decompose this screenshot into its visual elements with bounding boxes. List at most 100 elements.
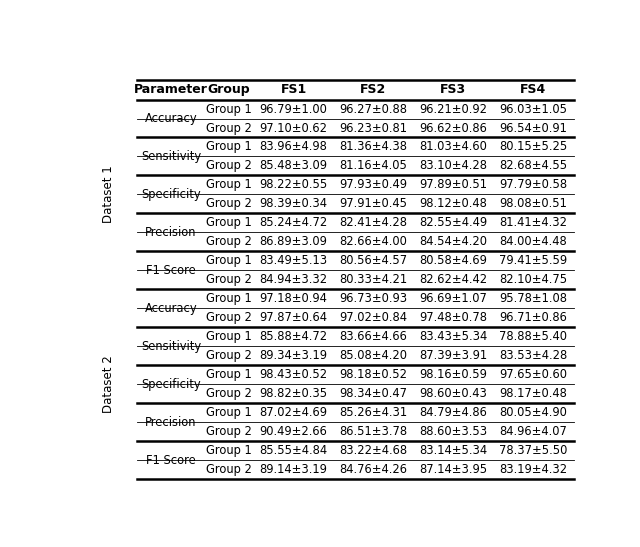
Text: Group: Group bbox=[208, 84, 250, 96]
Text: Dataset 1: Dataset 1 bbox=[102, 166, 115, 223]
Text: 83.19±4.32: 83.19±4.32 bbox=[499, 463, 568, 476]
Text: Group 1: Group 1 bbox=[206, 217, 252, 229]
Text: 97.93±0.49: 97.93±0.49 bbox=[339, 178, 408, 191]
Text: 84.00±4.48: 84.00±4.48 bbox=[499, 235, 567, 248]
Text: 84.54±4.20: 84.54±4.20 bbox=[419, 235, 487, 248]
Text: 98.39±0.34: 98.39±0.34 bbox=[259, 197, 328, 211]
Text: 82.66±4.00: 82.66±4.00 bbox=[339, 235, 407, 248]
Text: Group 1: Group 1 bbox=[206, 368, 252, 381]
Text: Group 2: Group 2 bbox=[206, 311, 252, 324]
Text: 97.87±0.64: 97.87±0.64 bbox=[259, 311, 328, 324]
Text: 89.14±3.19: 89.14±3.19 bbox=[260, 463, 328, 476]
Text: 96.23±0.81: 96.23±0.81 bbox=[339, 121, 408, 135]
Text: 83.22±4.68: 83.22±4.68 bbox=[339, 444, 408, 457]
Text: 98.12±0.48: 98.12±0.48 bbox=[419, 197, 487, 211]
Text: 86.51±3.78: 86.51±3.78 bbox=[339, 425, 408, 438]
Text: FS2: FS2 bbox=[360, 84, 387, 96]
Text: 84.79±4.86: 84.79±4.86 bbox=[419, 406, 487, 420]
Text: Specificity: Specificity bbox=[141, 188, 201, 201]
Text: 87.14±3.95: 87.14±3.95 bbox=[419, 463, 487, 476]
Text: FS3: FS3 bbox=[440, 84, 467, 96]
Text: Group 2: Group 2 bbox=[206, 235, 252, 248]
Text: Sensitivity: Sensitivity bbox=[141, 150, 201, 163]
Text: 85.26±4.31: 85.26±4.31 bbox=[339, 406, 408, 420]
Text: 80.58±4.69: 80.58±4.69 bbox=[419, 254, 487, 267]
Text: 96.27±0.88: 96.27±0.88 bbox=[339, 102, 408, 115]
Text: FS4: FS4 bbox=[520, 84, 547, 96]
Text: 78.88±5.40: 78.88±5.40 bbox=[499, 330, 568, 344]
Text: Group 1: Group 1 bbox=[206, 254, 252, 267]
Text: 96.69±1.07: 96.69±1.07 bbox=[419, 293, 487, 305]
Text: Group 2: Group 2 bbox=[206, 121, 252, 135]
Text: 82.55±4.49: 82.55±4.49 bbox=[419, 217, 487, 229]
Text: 83.53±4.28: 83.53±4.28 bbox=[499, 350, 568, 362]
Text: 97.91±0.45: 97.91±0.45 bbox=[339, 197, 408, 211]
Text: 97.79±0.58: 97.79±0.58 bbox=[499, 178, 568, 191]
Text: 97.10±0.62: 97.10±0.62 bbox=[259, 121, 328, 135]
Text: 80.56±4.57: 80.56±4.57 bbox=[339, 254, 408, 267]
Text: Dataset 2: Dataset 2 bbox=[102, 356, 115, 413]
Text: Group 1: Group 1 bbox=[206, 406, 252, 420]
Text: 87.39±3.91: 87.39±3.91 bbox=[419, 350, 487, 362]
Text: 80.15±5.25: 80.15±5.25 bbox=[499, 141, 568, 154]
Text: Group 1: Group 1 bbox=[206, 293, 252, 305]
Text: Precision: Precision bbox=[145, 226, 196, 239]
Text: 84.94±3.32: 84.94±3.32 bbox=[259, 274, 328, 287]
Text: 89.34±3.19: 89.34±3.19 bbox=[259, 350, 328, 362]
Text: 81.16±4.05: 81.16±4.05 bbox=[339, 160, 407, 172]
Text: Group 1: Group 1 bbox=[206, 444, 252, 457]
Text: 86.89±3.09: 86.89±3.09 bbox=[260, 235, 328, 248]
Text: F1 Score: F1 Score bbox=[146, 454, 196, 467]
Text: 97.18±0.94: 97.18±0.94 bbox=[260, 293, 328, 305]
Text: 83.96±4.98: 83.96±4.98 bbox=[260, 141, 328, 154]
Text: 85.88±4.72: 85.88±4.72 bbox=[259, 330, 328, 344]
Text: 97.65±0.60: 97.65±0.60 bbox=[499, 368, 568, 381]
Text: 96.62±0.86: 96.62±0.86 bbox=[419, 121, 487, 135]
Text: 95.78±1.08: 95.78±1.08 bbox=[499, 293, 568, 305]
Text: F1 Score: F1 Score bbox=[146, 264, 196, 277]
Text: 79.41±5.59: 79.41±5.59 bbox=[499, 254, 568, 267]
Text: 96.71±0.86: 96.71±0.86 bbox=[499, 311, 567, 324]
Text: Group 2: Group 2 bbox=[206, 387, 252, 400]
Text: 81.41±4.32: 81.41±4.32 bbox=[499, 217, 568, 229]
Text: 88.60±3.53: 88.60±3.53 bbox=[419, 425, 487, 438]
Text: 85.24±4.72: 85.24±4.72 bbox=[259, 217, 328, 229]
Text: 97.02±0.84: 97.02±0.84 bbox=[339, 311, 408, 324]
Text: 78.37±5.50: 78.37±5.50 bbox=[499, 444, 568, 457]
Text: 87.02±4.69: 87.02±4.69 bbox=[259, 406, 328, 420]
Text: 98.08±0.51: 98.08±0.51 bbox=[499, 197, 567, 211]
Text: 96.54±0.91: 96.54±0.91 bbox=[499, 121, 567, 135]
Text: 85.48±3.09: 85.48±3.09 bbox=[259, 160, 328, 172]
Text: Group 2: Group 2 bbox=[206, 463, 252, 476]
Text: 82.62±4.42: 82.62±4.42 bbox=[419, 274, 487, 287]
Text: 82.41±4.28: 82.41±4.28 bbox=[339, 217, 408, 229]
Text: 80.33±4.21: 80.33±4.21 bbox=[339, 274, 408, 287]
Text: Parameter: Parameter bbox=[134, 84, 208, 96]
Text: 96.73±0.93: 96.73±0.93 bbox=[339, 293, 408, 305]
Text: Group 2: Group 2 bbox=[206, 197, 252, 211]
Text: FS1: FS1 bbox=[280, 84, 307, 96]
Text: 84.76±4.26: 84.76±4.26 bbox=[339, 463, 408, 476]
Text: Accuracy: Accuracy bbox=[145, 302, 197, 315]
Text: 98.17±0.48: 98.17±0.48 bbox=[499, 387, 567, 400]
Text: 97.89±0.51: 97.89±0.51 bbox=[419, 178, 487, 191]
Text: 96.03±1.05: 96.03±1.05 bbox=[499, 102, 568, 115]
Text: Group 1: Group 1 bbox=[206, 102, 252, 115]
Text: Group 1: Group 1 bbox=[206, 141, 252, 154]
Text: 81.36±4.38: 81.36±4.38 bbox=[339, 141, 408, 154]
Text: Precision: Precision bbox=[145, 416, 196, 429]
Text: 83.10±4.28: 83.10±4.28 bbox=[419, 160, 487, 172]
Text: Accuracy: Accuracy bbox=[145, 112, 197, 125]
Text: 82.10±4.75: 82.10±4.75 bbox=[499, 274, 568, 287]
Text: 83.49±5.13: 83.49±5.13 bbox=[259, 254, 328, 267]
Text: 98.34±0.47: 98.34±0.47 bbox=[339, 387, 408, 400]
Text: 85.08±4.20: 85.08±4.20 bbox=[339, 350, 408, 362]
Text: 98.60±0.43: 98.60±0.43 bbox=[419, 387, 487, 400]
Text: 96.79±1.00: 96.79±1.00 bbox=[260, 102, 328, 115]
Text: Sensitivity: Sensitivity bbox=[141, 340, 201, 353]
Text: Group 2: Group 2 bbox=[206, 160, 252, 172]
Text: 83.14±5.34: 83.14±5.34 bbox=[419, 444, 487, 457]
Text: 98.82±0.35: 98.82±0.35 bbox=[259, 387, 328, 400]
Text: 98.18±0.52: 98.18±0.52 bbox=[339, 368, 408, 381]
Text: 90.49±2.66: 90.49±2.66 bbox=[260, 425, 328, 438]
